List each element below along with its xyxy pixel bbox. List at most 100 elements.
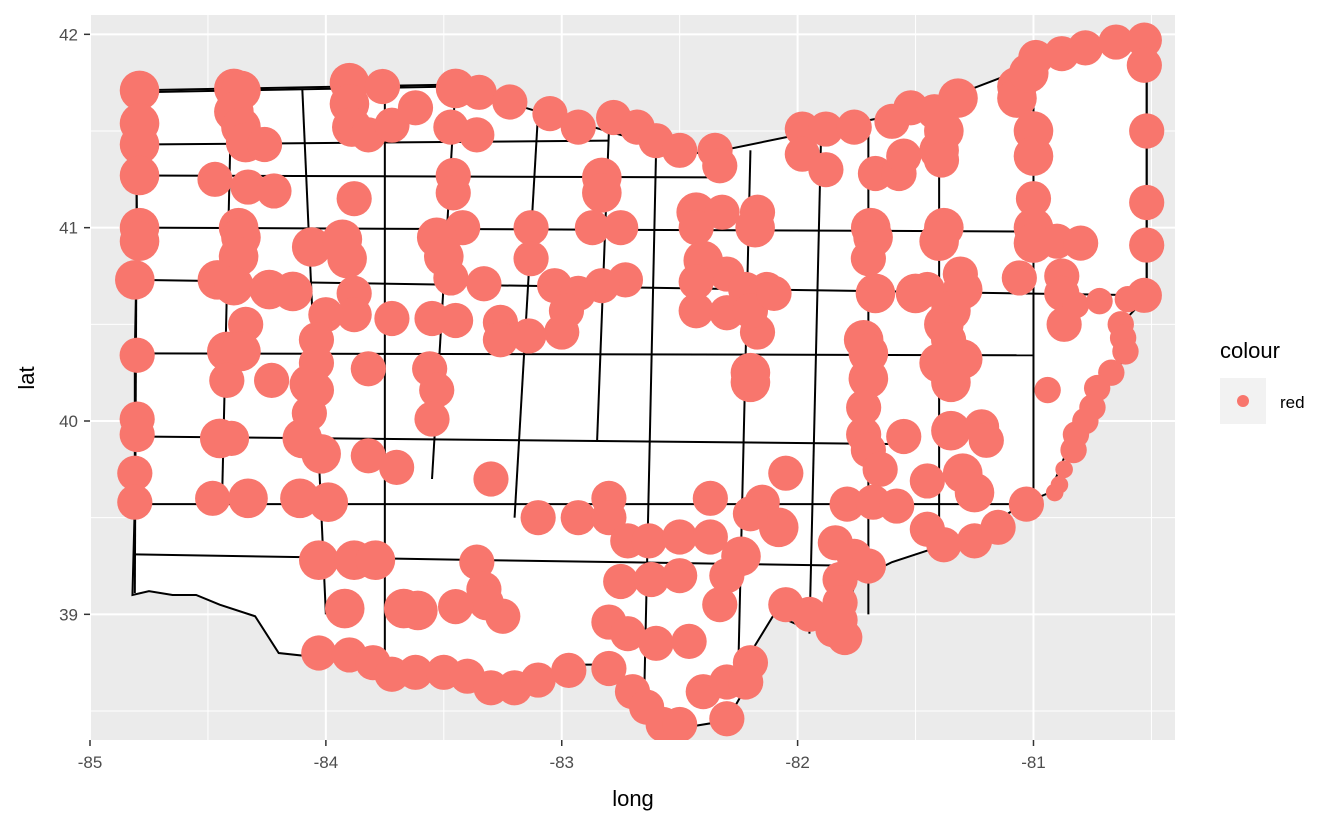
data-point xyxy=(1126,22,1162,58)
data-point xyxy=(1015,181,1052,217)
data-point xyxy=(214,265,254,306)
data-point xyxy=(355,540,396,580)
data-point xyxy=(678,210,714,246)
data-point xyxy=(662,706,698,740)
data-point xyxy=(119,124,160,165)
data-point xyxy=(758,507,799,548)
county-boundary-line xyxy=(137,435,916,446)
data-point xyxy=(702,148,738,184)
data-point xyxy=(938,78,978,118)
legend: colour red xyxy=(1220,338,1305,424)
data-point xyxy=(301,434,341,474)
data-point xyxy=(574,210,611,246)
data-point xyxy=(923,142,960,178)
y-axis-title: lat xyxy=(14,366,39,389)
data-point xyxy=(728,664,764,700)
data-point xyxy=(808,111,844,147)
data-point xyxy=(1060,436,1087,464)
data-point xyxy=(1112,338,1139,365)
data-point xyxy=(551,652,587,689)
data-point xyxy=(1063,225,1099,261)
data-point xyxy=(931,362,971,403)
data-point xyxy=(1008,486,1045,522)
data-point xyxy=(473,461,509,497)
data-point xyxy=(735,207,775,248)
data-point xyxy=(1114,286,1142,313)
data-point xyxy=(1045,483,1064,502)
data-point xyxy=(117,484,153,520)
data-point xyxy=(466,266,502,302)
data-point xyxy=(560,109,596,145)
county-boundary-line xyxy=(513,111,540,518)
data-point xyxy=(1001,260,1037,296)
data-point xyxy=(808,152,844,188)
data-point xyxy=(638,625,674,661)
data-point xyxy=(662,558,698,594)
data-point xyxy=(582,173,622,213)
data-point xyxy=(301,635,337,671)
data-point xyxy=(350,351,386,387)
data-point xyxy=(291,227,332,267)
data-point xyxy=(485,598,521,634)
data-point xyxy=(1013,136,1054,176)
county-boundary-line xyxy=(808,130,823,634)
data-point xyxy=(633,561,669,598)
data-point xyxy=(419,372,455,408)
data-point xyxy=(482,322,519,358)
data-point xyxy=(324,588,365,629)
data-point xyxy=(119,337,155,373)
data-point xyxy=(437,302,474,339)
data-point xyxy=(433,260,469,296)
data-point xyxy=(1018,39,1054,76)
data-point xyxy=(1098,24,1134,60)
data-point xyxy=(117,455,153,491)
data-point xyxy=(256,173,292,209)
legend-key-point xyxy=(1237,395,1249,407)
y-tick-label: 41 xyxy=(59,219,78,238)
data-point xyxy=(273,271,313,312)
data-point xyxy=(435,175,471,211)
data-point xyxy=(671,623,707,660)
data-point xyxy=(855,273,896,314)
data-point xyxy=(709,701,745,737)
data-point xyxy=(829,486,865,522)
data-point xyxy=(1086,287,1113,315)
x-axis-title: long xyxy=(612,786,654,811)
data-point xyxy=(846,389,882,426)
x-tick-label: -85 xyxy=(78,753,103,772)
legend-title: colour xyxy=(1220,338,1280,363)
data-point xyxy=(931,410,971,451)
data-point xyxy=(732,496,769,532)
data-point xyxy=(350,438,386,474)
data-point xyxy=(850,241,886,277)
data-point xyxy=(254,362,290,398)
x-tick-label: -82 xyxy=(785,753,810,772)
data-point xyxy=(1129,113,1165,149)
data-point xyxy=(1067,30,1103,66)
data-point xyxy=(603,210,639,246)
data-point xyxy=(119,70,160,111)
data-point xyxy=(532,96,568,132)
data-point xyxy=(544,314,580,350)
data-point xyxy=(119,416,155,453)
data-point xyxy=(980,509,1016,545)
data-point xyxy=(364,68,401,105)
data-point xyxy=(213,420,250,456)
data-point xyxy=(968,422,1004,458)
data-point xyxy=(926,527,962,563)
data-points xyxy=(115,22,1165,740)
data-point xyxy=(591,650,627,687)
data-point xyxy=(520,662,556,698)
data-point xyxy=(1129,184,1165,221)
data-point xyxy=(437,589,474,625)
data-point xyxy=(603,563,639,600)
data-point xyxy=(678,264,714,300)
data-point xyxy=(230,169,266,205)
data-point xyxy=(886,418,922,455)
legend-label: red xyxy=(1280,393,1305,412)
data-point xyxy=(662,132,698,168)
data-point xyxy=(374,300,410,337)
x-axis-ticks: -85 -84 -83 -82 -81 xyxy=(78,740,1046,772)
data-point xyxy=(115,260,155,300)
